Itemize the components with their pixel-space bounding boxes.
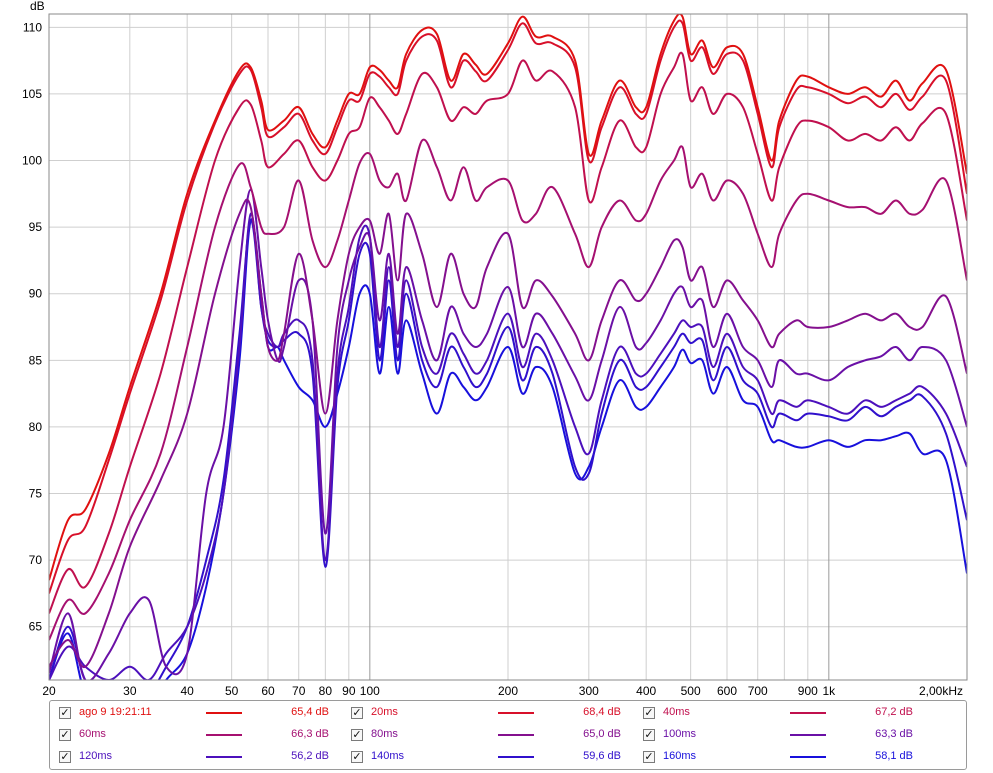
series-visibility-checkbox[interactable]: ✓ xyxy=(351,728,363,741)
x-tick-label: 100 xyxy=(360,684,380,698)
x-tick-label: 30 xyxy=(123,684,137,698)
x-tick-label: 200 xyxy=(498,684,518,698)
legend-series-name: 20ms xyxy=(371,706,398,718)
series-visibility-checkbox[interactable]: ✓ xyxy=(59,706,71,719)
legend-series-level: 63,3 dB xyxy=(875,728,913,740)
series-line-80ms xyxy=(49,198,967,668)
legend-color-swatch xyxy=(790,712,826,714)
y-tick-label: 90 xyxy=(29,287,43,301)
series-layer xyxy=(49,14,967,680)
legend-series-level: 59,6 dB xyxy=(583,750,621,762)
frequency-response-chart: dB 65 70 75 80 85 90 95 100 105 110 20 30 40 50 60 70 8… xyxy=(22,0,968,698)
x-tick-label: 600 xyxy=(717,684,737,698)
legend-item[interactable]: ✓ 40ms 67,2 dB xyxy=(643,706,915,724)
x-axis-ticks: 20 30 40 50 60 70 80 90 100 200 300 400 500 600 700 900… xyxy=(42,684,963,698)
x-tick-label: 60 xyxy=(261,684,275,698)
series-visibility-checkbox[interactable]: ✓ xyxy=(59,750,71,763)
series-visibility-checkbox[interactable]: ✓ xyxy=(351,750,363,763)
legend-series-name: 40ms xyxy=(663,706,690,718)
legend-color-swatch xyxy=(790,734,826,736)
legend-item[interactable]: ✓ 160ms 58,1 dB xyxy=(643,750,915,768)
legend-series-name: 80ms xyxy=(371,728,398,740)
series-visibility-checkbox[interactable]: ✓ xyxy=(643,750,655,763)
y-tick-label: 70 xyxy=(29,553,43,567)
x-tick-label: 80 xyxy=(319,684,333,698)
x-tick-label: 90 xyxy=(342,684,356,698)
plot-frame xyxy=(48,13,968,681)
legend-series-name: 100ms xyxy=(663,728,697,740)
series-visibility-checkbox[interactable]: ✓ xyxy=(643,706,655,719)
legend-color-swatch xyxy=(790,756,826,758)
x-tick-label: 2,00kHz xyxy=(919,684,963,698)
series-line-60ms xyxy=(49,138,967,641)
legend-item[interactable]: ✓ 80ms 65,0 dB xyxy=(351,728,623,746)
y-tick-label: 95 xyxy=(29,220,43,234)
legend-series-name: 140ms xyxy=(371,750,405,762)
legend-item[interactable]: ✓ 100ms 63,3 dB xyxy=(643,728,915,746)
series-visibility-checkbox[interactable]: ✓ xyxy=(351,706,363,719)
legend-series-level: 65,0 dB xyxy=(583,728,621,740)
x-tick-label: 1k xyxy=(822,684,836,698)
legend-color-swatch xyxy=(498,756,534,758)
legend-series-level: 56,2 dB xyxy=(291,750,329,762)
series-line-160ms xyxy=(49,218,967,680)
legend-color-swatch xyxy=(206,734,242,736)
y-tick-label: 110 xyxy=(23,20,42,34)
series-visibility-checkbox[interactable]: ✓ xyxy=(643,728,655,741)
legend-item[interactable]: ✓ 20ms 68,4 dB xyxy=(351,706,623,724)
y-tick-label: 100 xyxy=(22,154,42,168)
legend-item[interactable]: ✓ ago 9 19:21:11 65,4 dB xyxy=(59,706,331,724)
y-tick-label: 65 xyxy=(29,620,43,634)
y-axis-label: dB xyxy=(30,0,45,13)
y-tick-label: 75 xyxy=(29,487,43,501)
series-line-20ms xyxy=(49,19,967,594)
x-tick-label: 300 xyxy=(579,684,599,698)
legend-item[interactable]: ✓ 140ms 59,6 dB xyxy=(351,750,623,768)
x-tick-label: 20 xyxy=(42,684,56,698)
series-line-120ms xyxy=(49,212,967,680)
legend-item[interactable]: ✓ 120ms 56,2 dB xyxy=(59,750,331,768)
legend-color-swatch xyxy=(206,756,242,758)
legend-color-swatch xyxy=(498,734,534,736)
legend-item[interactable]: ✓ 60ms 66,3 dB xyxy=(59,728,331,746)
legend-series-level: 66,3 dB xyxy=(291,728,329,740)
x-tick-label: 900 xyxy=(798,684,818,698)
y-tick-label: 80 xyxy=(29,420,43,434)
x-tick-label: 500 xyxy=(681,684,701,698)
legend-series-name: 160ms xyxy=(663,750,697,762)
series-line-100ms xyxy=(49,188,967,680)
legend-color-swatch xyxy=(206,712,242,714)
series-line-40ms xyxy=(49,51,967,614)
y-axis-ticks: 65 70 75 80 85 90 95 100 105 110 xyxy=(22,20,42,633)
x-tick-label: 70 xyxy=(292,684,306,698)
legend-series-name: 60ms xyxy=(79,728,106,740)
x-tick-label: 40 xyxy=(180,684,194,698)
x-tick-label: 50 xyxy=(225,684,239,698)
series-line-ago-9-19-21-11 xyxy=(49,14,967,581)
legend-series-level: 65,4 dB xyxy=(291,706,329,718)
legend-series-level: 58,1 dB xyxy=(875,750,913,762)
legend-panel: ✓ ago 9 19:21:11 65,4 dB ✓ 20ms 68,4 dB ✓ 40ms 6… xyxy=(49,700,967,770)
legend-series-level: 67,2 dB xyxy=(875,706,913,718)
legend-series-level: 68,4 dB xyxy=(583,706,621,718)
y-tick-label: 85 xyxy=(29,353,43,367)
legend-series-name: 120ms xyxy=(79,750,113,762)
legend-color-swatch xyxy=(498,712,534,714)
y-tick-label: 105 xyxy=(22,87,42,101)
legend-series-name: ago 9 19:21:11 xyxy=(79,706,152,718)
series-visibility-checkbox[interactable]: ✓ xyxy=(59,728,71,741)
x-tick-label: 700 xyxy=(748,684,768,698)
x-tick-label: 400 xyxy=(636,684,656,698)
